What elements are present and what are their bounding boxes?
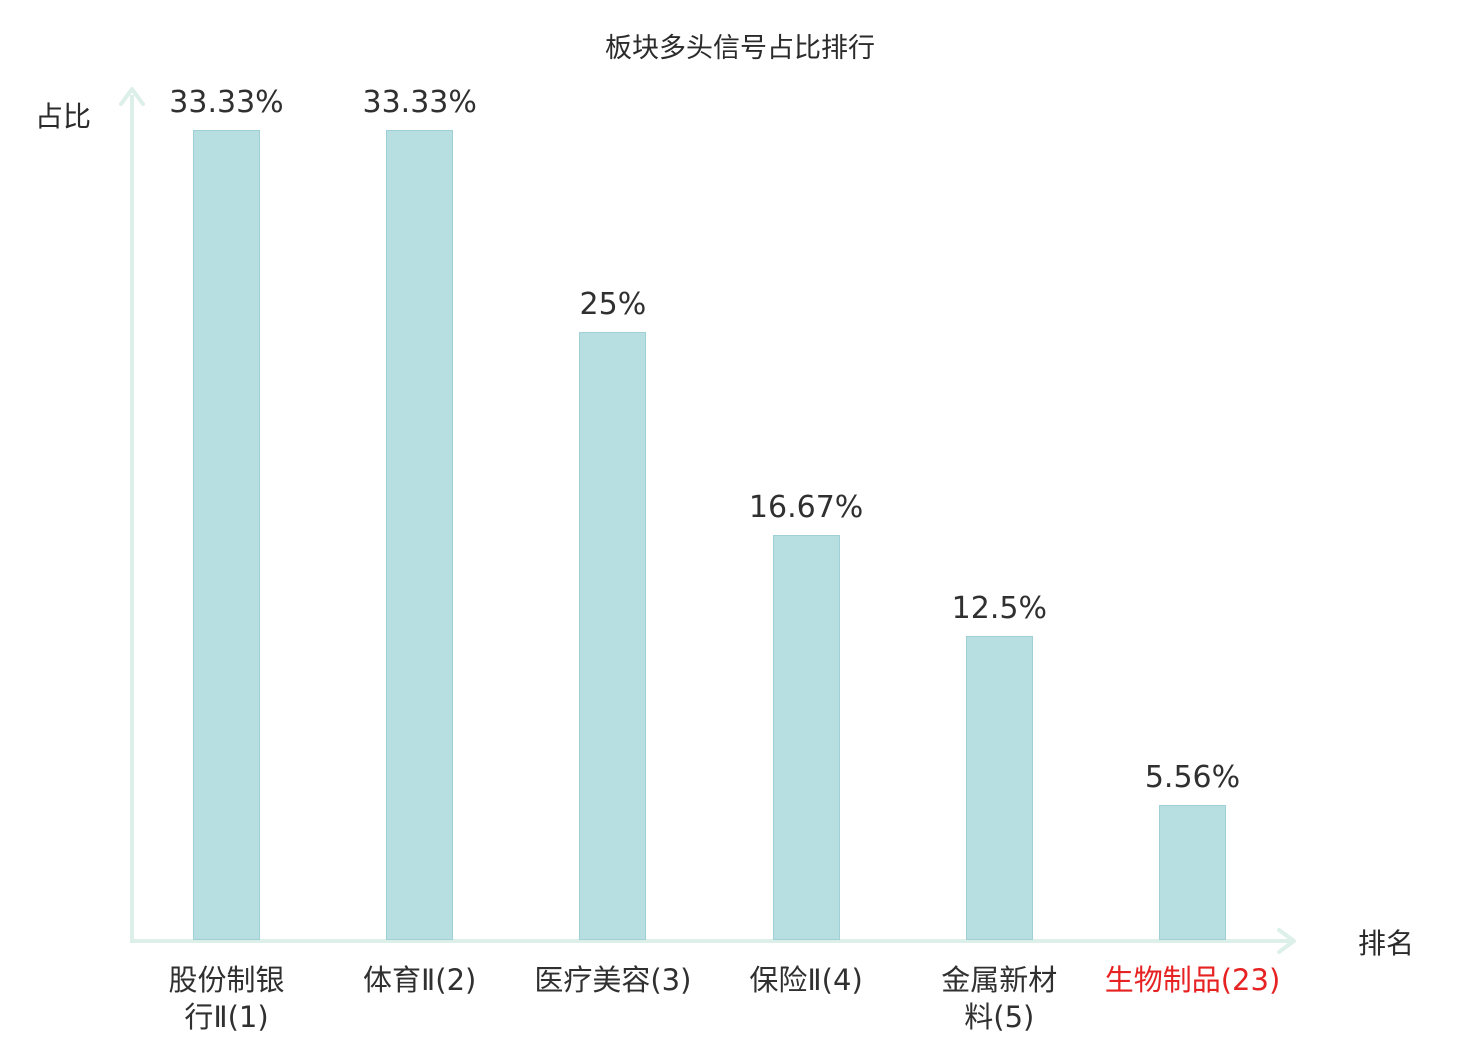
bar-value-label: 33.33% — [362, 85, 477, 120]
chart-title: 板块多头信号占比排行 — [605, 33, 875, 64]
bar — [965, 636, 1033, 940]
x-tick-label: 保险Ⅱ(4) — [749, 963, 863, 997]
bar-value-label: 5.56% — [1144, 760, 1241, 795]
bar — [1159, 805, 1226, 940]
y-axis-label: 占比 — [35, 100, 92, 133]
x-tick-label: 股份制银 行Ⅱ(1) — [168, 963, 285, 1035]
bar — [579, 332, 647, 940]
bar — [772, 535, 840, 940]
x-tick-label: 金属新材 料(5) — [941, 963, 1058, 1035]
x-tick-label: 医疗美容(3) — [534, 963, 692, 997]
x-tick-label: 体育Ⅱ(2) — [363, 963, 477, 997]
bar-value-label: 33.33% — [169, 85, 284, 120]
x-axis-label: 排名 — [1358, 927, 1415, 960]
bar-value-label: 25% — [579, 287, 647, 322]
bar-value-label: 12.5% — [951, 591, 1047, 626]
bar-value-label: 16.67% — [748, 490, 864, 525]
bar — [386, 130, 454, 940]
bar — [193, 130, 260, 940]
x-tick-label: 生物制品(23) — [1104, 963, 1281, 997]
